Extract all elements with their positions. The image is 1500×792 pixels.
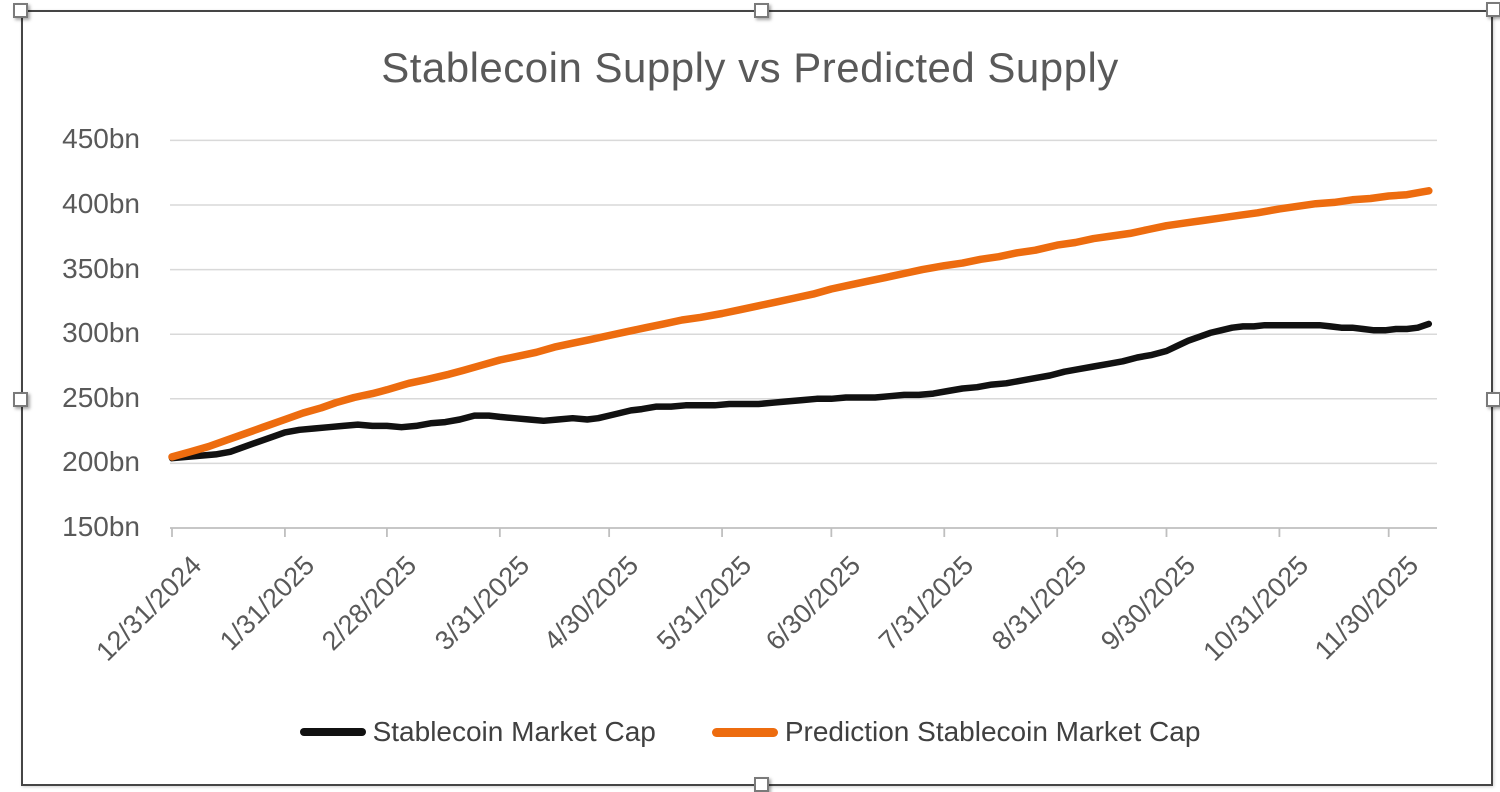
selection-handle-top-middle[interactable] — [754, 3, 769, 18]
y-tick-label: 300bn — [62, 317, 140, 349]
selection-handle-top-left[interactable] — [13, 3, 28, 18]
selection-handle-top-right[interactable] — [1486, 2, 1500, 17]
legend-label-stablecoin-market-cap: Stablecoin Market Cap — [372, 716, 656, 747]
y-tick-label: 150bn — [62, 511, 140, 542]
series-line-prediction-stablecoin-market-cap[interactable] — [168, 187, 1433, 461]
series-line-stablecoin-market-cap[interactable] — [168, 320, 1433, 462]
legend-line-marker-orange — [711, 727, 778, 737]
legend-item-prediction-stablecoin-market-cap[interactable]: Prediction Stablecoin Market Cap — [711, 716, 1201, 748]
chart-legend[interactable]: Stablecoin Market Cap Prediction Stablec… — [0, 716, 1500, 748]
selection-handle-bottom-middle[interactable] — [754, 777, 769, 792]
legend-item-stablecoin-market-cap[interactable]: Stablecoin Market Cap — [299, 716, 656, 748]
legend-line-marker-black — [299, 728, 366, 736]
selection-handle-left-middle[interactable] — [13, 392, 28, 407]
y-tick-label: 350bn — [62, 252, 140, 284]
x-axis-tick-marks — [171, 528, 1390, 537]
y-tick-label: 400bn — [62, 188, 140, 219]
selection-handle-right-middle[interactable] — [1486, 392, 1500, 407]
y-tick-label: 200bn — [62, 446, 140, 478]
legend-label-prediction-stablecoin-market-cap: Prediction Stablecoin Market Cap — [784, 716, 1201, 747]
chart-selection-frame[interactable] — [21, 10, 1493, 786]
y-tick-label: 450bn — [62, 123, 140, 155]
y-tick-label: 250bn — [62, 381, 140, 413]
chart-title[interactable]: Stablecoin Supply vs Predicted Supply — [381, 44, 1119, 91]
